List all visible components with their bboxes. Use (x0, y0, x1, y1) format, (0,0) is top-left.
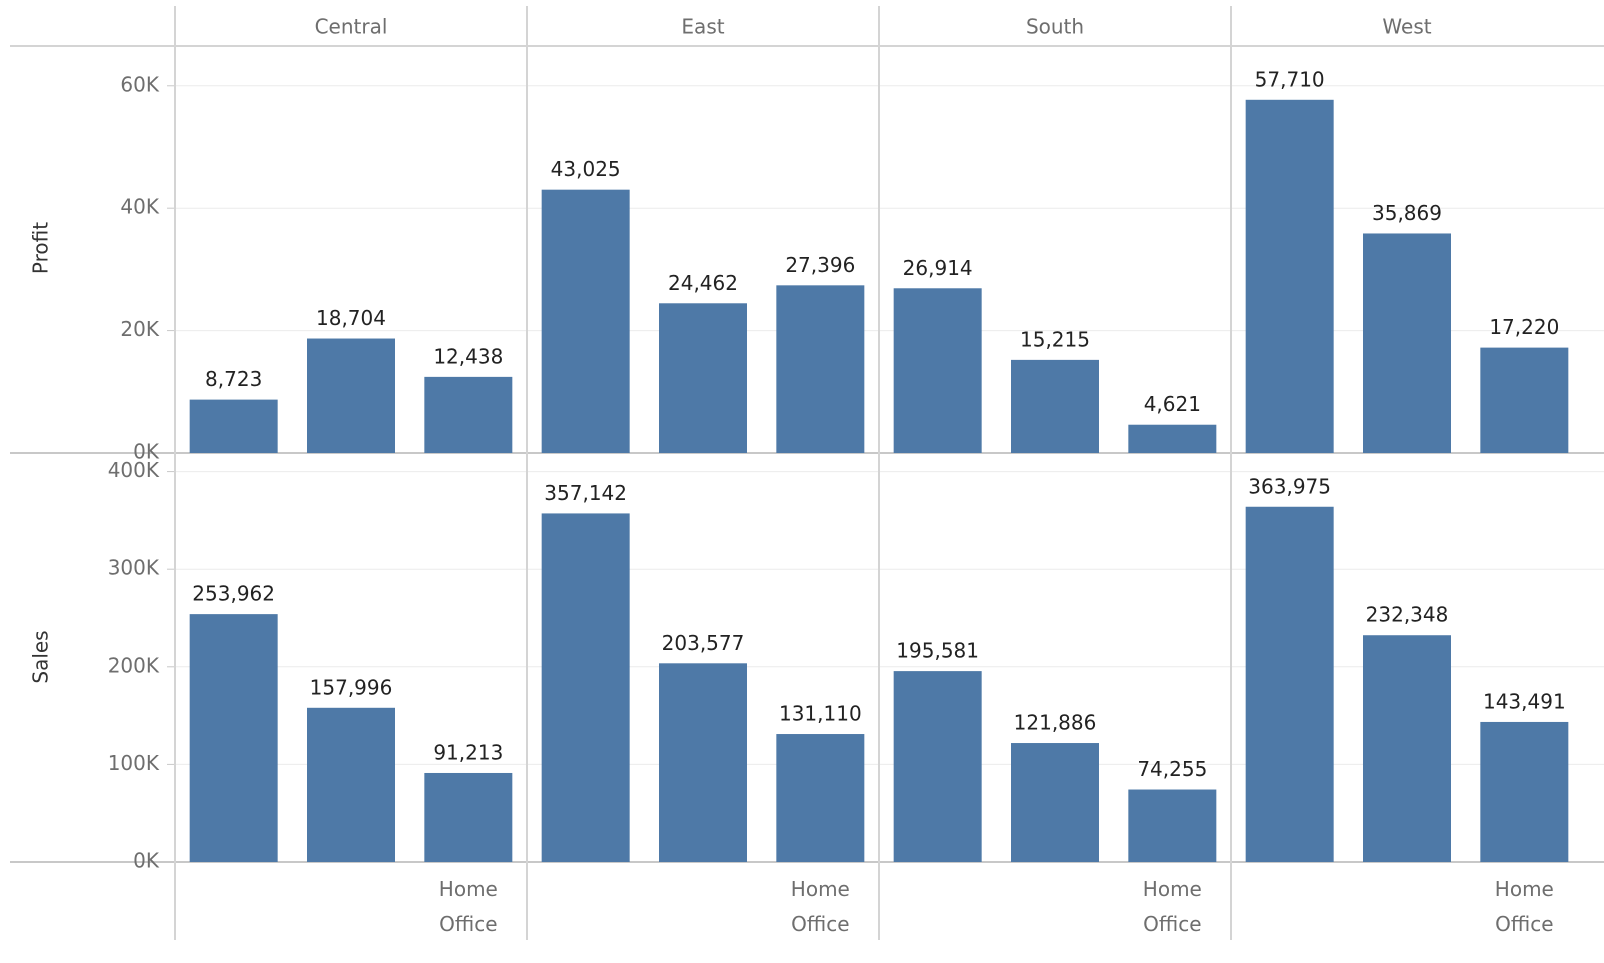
bar (1245, 506, 1334, 862)
x-tick-label-line: Office (439, 912, 497, 936)
data-label: 35,869 (1372, 201, 1442, 225)
data-label: 43,025 (551, 157, 621, 181)
x-tick-label: Home Office (1495, 877, 1554, 936)
data-label: 26,914 (903, 256, 973, 280)
x-tick-label-line: Office (1495, 912, 1553, 936)
bar (1128, 789, 1217, 862)
x-tick-label-line: Home (1143, 877, 1202, 901)
data-label: 27,396 (785, 253, 855, 277)
x-tick-label-line: Office (791, 912, 849, 936)
data-label: 363,975 (1248, 474, 1331, 498)
x-tick-label-line: Home (1495, 877, 1554, 901)
data-label: 24,462 (668, 271, 738, 295)
bar (659, 303, 747, 453)
data-label: 357,142 (544, 481, 627, 505)
data-label: 91,213 (433, 740, 503, 764)
bar (1363, 635, 1451, 862)
data-label: 18,704 (316, 306, 386, 330)
column-header: South (1026, 15, 1084, 39)
column-header: West (1382, 15, 1431, 39)
y-tick-label: 400K (108, 458, 160, 482)
x-tick-label-line: Home (791, 877, 850, 901)
bar (776, 285, 865, 453)
y-tick-label: 60K (120, 72, 159, 96)
bar (189, 614, 278, 862)
bar (541, 189, 630, 453)
data-label: 121,886 (1014, 711, 1097, 735)
x-tick-label: Home Office (439, 877, 498, 936)
bar (189, 399, 278, 453)
y-axis-label: Profit (29, 222, 53, 274)
bar (1128, 424, 1217, 453)
data-label: 253,962 (192, 582, 275, 606)
data-label: 15,215 (1020, 327, 1090, 351)
data-label: 12,438 (433, 344, 503, 368)
data-label: 195,581 (896, 639, 979, 663)
data-label: 57,710 (1255, 67, 1325, 91)
column-header: East (681, 15, 724, 39)
y-tick-label: 200K (108, 653, 160, 677)
bar (424, 376, 513, 453)
y-axis-label: Sales (29, 630, 53, 683)
bar (1480, 347, 1569, 453)
x-tick-label: Home Office (791, 877, 850, 936)
data-label: 131,110 (779, 702, 862, 726)
bar (424, 772, 513, 862)
bar (1480, 721, 1569, 862)
x-tick-label: Home Office (1143, 877, 1202, 936)
bar (659, 663, 747, 862)
x-tick-label-line: Home (439, 877, 498, 901)
y-tick-label: 40K (120, 195, 159, 219)
column-header: Central (315, 15, 388, 39)
bar (1011, 359, 1099, 453)
y-tick-label: 0K (133, 849, 160, 873)
data-label: 232,348 (1366, 603, 1449, 627)
data-label: 8,723 (205, 367, 262, 391)
data-label: 143,491 (1483, 689, 1566, 713)
y-tick-label: 20K (120, 317, 159, 341)
bar (776, 734, 865, 862)
bar (307, 338, 395, 453)
data-label: 74,255 (1137, 757, 1207, 781)
bar (1363, 233, 1451, 453)
bar (1245, 99, 1334, 453)
x-tick-label-line: Office (1143, 912, 1201, 936)
data-label: 4,621 (1144, 392, 1201, 416)
data-label: 17,220 (1489, 315, 1559, 339)
bar (1011, 743, 1099, 862)
bar (307, 707, 395, 862)
data-label: 203,577 (662, 631, 745, 655)
bar (893, 288, 982, 453)
bar (541, 513, 630, 862)
y-tick-label: 100K (108, 751, 160, 775)
bar (893, 671, 982, 862)
y-tick-label: 300K (108, 556, 160, 580)
y-tick-label: 0K (133, 440, 160, 464)
data-label: 157,996 (310, 675, 393, 699)
